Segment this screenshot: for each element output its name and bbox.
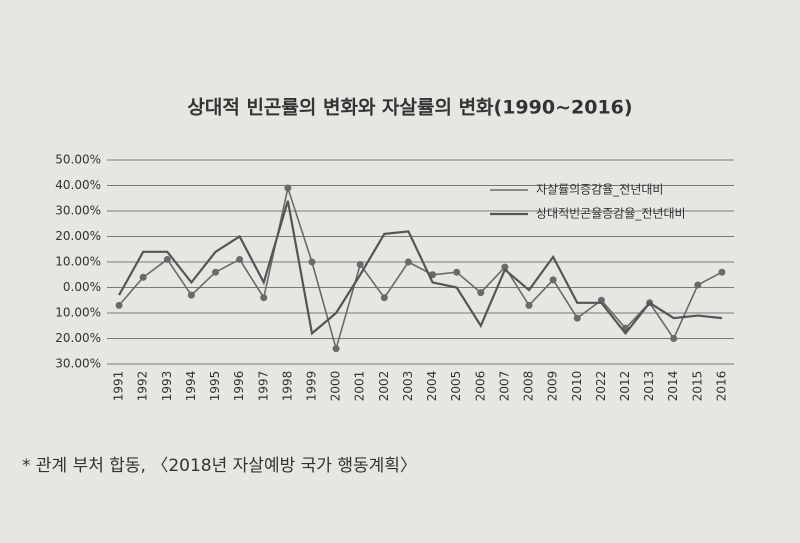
- point: [501, 263, 509, 271]
- x-tick-label: 2001: [353, 371, 367, 402]
- point: [404, 258, 412, 266]
- x-tick-label: 1995: [208, 371, 222, 402]
- y-tick-label: 20.00%: [55, 331, 101, 345]
- x-tick-label: 1999: [304, 371, 318, 402]
- y-tick-label: 10.00%: [55, 306, 101, 320]
- x-tick-label: 2005: [449, 371, 463, 402]
- x-tick-label: 1992: [136, 371, 150, 402]
- y-tick-label: 20.00%: [55, 229, 101, 243]
- x-tick-label: 2006: [473, 371, 487, 402]
- x-tick-label: 2022: [594, 371, 608, 402]
- point: [260, 294, 268, 302]
- point: [356, 261, 364, 269]
- point: [212, 268, 220, 276]
- x-tick-label: 2003: [401, 371, 415, 402]
- x-tick-label: 2013: [642, 371, 656, 402]
- series-line: [118, 185, 723, 352]
- x-tick-label: 2015: [690, 371, 704, 402]
- x-tick-label: 2016: [714, 371, 728, 402]
- y-tick-label: 10.00%: [55, 255, 101, 269]
- y-tick-label: 30.00%: [55, 204, 101, 218]
- point: [236, 255, 244, 263]
- point: [670, 335, 678, 342]
- x-tick-label: 2002: [377, 371, 391, 402]
- x-tick-label: 1991: [112, 371, 126, 402]
- point: [525, 301, 533, 309]
- point: [187, 291, 195, 299]
- x-tick-label: 2009: [546, 371, 560, 402]
- series-line: [118, 200, 723, 336]
- point: [163, 255, 171, 263]
- x-tick-label: 2007: [497, 371, 511, 402]
- point: [694, 281, 702, 289]
- x-tick-label: 1998: [280, 371, 294, 402]
- point: [477, 289, 485, 297]
- x-tick-label: 2010: [570, 371, 584, 402]
- x-tick-label: 2012: [618, 371, 632, 402]
- point: [573, 314, 581, 322]
- point: [549, 276, 557, 284]
- point: [380, 294, 388, 302]
- source-note: * 관계 부처 합동, 〈2018년 자살예방 국가 행동계획〉: [22, 456, 417, 476]
- x-tick-label: 1997: [256, 371, 270, 402]
- y-tick-label: 30.00%: [55, 357, 101, 371]
- point: [308, 258, 316, 266]
- chart-title: 상대적 빈곤률의 변화와 자살률의 변화(1990~2016): [187, 97, 632, 119]
- x-tick-label: 1996: [232, 371, 246, 402]
- x-tick-label: 1993: [160, 371, 174, 402]
- x-tick-label: 2004: [425, 371, 439, 402]
- x-tick-label: 1994: [184, 371, 198, 402]
- x-tick-label: 2008: [522, 371, 536, 402]
- y-tick-label: 50.00%: [55, 153, 101, 167]
- point: [453, 268, 461, 276]
- point: [332, 345, 340, 353]
- point: [115, 301, 123, 309]
- point: [139, 273, 147, 281]
- legend-label: 자살률의증감율_전년대비: [536, 183, 663, 197]
- point: [718, 268, 726, 276]
- x-tick-label: 2000: [329, 371, 343, 402]
- point: [284, 184, 292, 192]
- y-tick-label: 40.00%: [55, 178, 101, 192]
- y-tick-label: 0.00%: [63, 280, 101, 294]
- x-tick-label: 2014: [666, 371, 680, 402]
- legend-label: 상대적빈곤율증감율_전년대비: [536, 207, 686, 221]
